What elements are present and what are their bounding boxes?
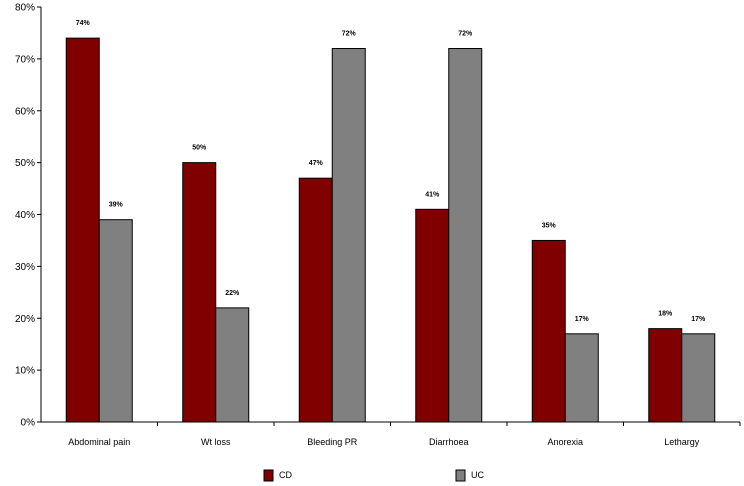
bar-cd-diarrhoea	[415, 208, 450, 423]
bar-cd-bleeding-pr	[298, 177, 333, 423]
data-label: 41%	[425, 191, 440, 198]
bar-cd-anorexia	[531, 239, 566, 423]
y-tick-label: 0%	[21, 418, 36, 429]
data-label: 35%	[542, 222, 557, 229]
bar-cd-lethargy	[648, 328, 683, 423]
x-tick-label: Anorexia	[547, 437, 583, 447]
chart-labels: 74% 39% 50% 22% 47% 72% 41% 72% 35% 17% 18% 17%	[76, 20, 706, 323]
data-label: 47%	[309, 160, 324, 167]
y-tick-label: 70%	[15, 54, 35, 65]
data-label: 39%	[109, 202, 124, 209]
x-tick-label: Lethargy	[664, 437, 700, 447]
y-tick-label: 80%	[15, 3, 35, 14]
data-label: 72%	[458, 31, 473, 38]
data-label: 18%	[658, 311, 673, 318]
bar-uc-lethargy	[681, 333, 716, 423]
data-label: 74%	[76, 20, 91, 27]
y-tick-label: 50%	[15, 158, 35, 169]
x-tick-label: Bleeding PR	[307, 437, 358, 447]
chart-legend: CD UC	[263, 469, 484, 482]
data-label: 50%	[192, 145, 207, 152]
x-tick-label: Diarrhoea	[429, 437, 469, 447]
bar-uc-diarrhoea	[448, 48, 483, 423]
data-label: 22%	[225, 290, 240, 297]
legend-swatch-uc	[455, 469, 466, 482]
y-tick-label: 40%	[15, 210, 35, 221]
x-tick-label: Wt loss	[201, 437, 231, 447]
legend-label-cd: CD	[279, 470, 292, 480]
legend-label-uc: UC	[471, 470, 484, 480]
data-label: 17%	[575, 316, 590, 323]
bar-cd-wt-loss	[182, 162, 217, 423]
bar-uc-anorexia	[564, 333, 599, 423]
bar-uc-abdominal-pain	[98, 219, 133, 423]
legend-swatch-cd	[263, 469, 274, 482]
y-tick-label: 20%	[15, 314, 35, 325]
x-tick-label: Abdominal pain	[68, 437, 130, 447]
chart-axes: 0% 10% 20% 30% 40% 50% 60% 70% 80% Abdominal pain…	[15, 3, 741, 447]
data-label: 72%	[342, 31, 357, 38]
y-tick-label: 30%	[15, 262, 35, 273]
chart-bars	[65, 37, 716, 423]
data-label: 17%	[691, 316, 706, 323]
bar-uc-bleeding-pr	[331, 48, 366, 423]
y-tick-label: 10%	[15, 366, 35, 377]
bar-cd-abdominal-pain	[65, 37, 100, 423]
bar-uc-wt-loss	[215, 307, 250, 423]
y-tick-label: 60%	[15, 106, 35, 117]
